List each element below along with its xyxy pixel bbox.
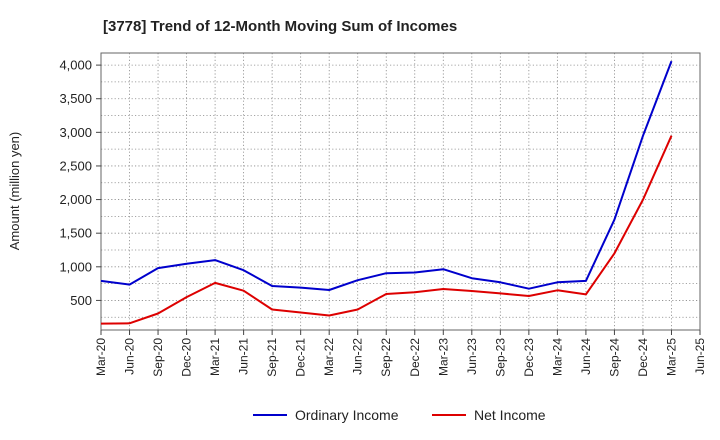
x-tick-label: Dec-23 — [522, 338, 536, 377]
x-tick-label: Jun-20 — [123, 338, 137, 375]
plot-border — [100, 52, 701, 331]
plot-frame — [100, 52, 701, 331]
y-tick-label: 1,500 — [59, 226, 92, 241]
series-line-ordinary-income — [100, 60, 673, 291]
gridlines — [100, 53, 701, 330]
x-tick-label: Dec-22 — [408, 338, 422, 377]
x-tick-label: Jun-21 — [237, 338, 251, 375]
legend: Ordinary Income Net Income — [253, 407, 546, 423]
legend-label: Net Income — [474, 407, 546, 423]
x-tick-label: Mar-24 — [550, 338, 564, 376]
legend-label: Ordinary Income — [295, 407, 399, 423]
y-tick-label: 1,000 — [59, 259, 92, 274]
x-tick-label: Dec-24 — [636, 338, 650, 377]
x-tick-label: Mar-20 — [94, 338, 108, 376]
x-tick-label: Mar-25 — [664, 338, 678, 376]
x-tick-label: Dec-21 — [294, 338, 308, 377]
x-tick-label: Mar-23 — [436, 338, 450, 376]
x-tick-label: Jun-22 — [351, 338, 365, 375]
x-tick-label: Sep-20 — [151, 338, 165, 377]
series-lines — [100, 60, 673, 325]
y-tick-label: 2,500 — [59, 158, 92, 173]
x-tick-label: Mar-21 — [208, 338, 222, 376]
x-tick-label: Sep-22 — [379, 338, 393, 377]
x-tick-label: Sep-24 — [607, 338, 621, 377]
y-axis-label: Amount (million yen) — [7, 132, 22, 251]
y-axis-ticks: 500 1,000 1,500 2,000 2,500 3,000 3,500 4,000 — [59, 58, 101, 308]
chart-title: [3778] Trend of 12-Month Moving Sum of I… — [103, 18, 457, 35]
x-tick-label: Mar-22 — [322, 338, 336, 376]
x-tick-label: Jun-24 — [579, 338, 593, 375]
x-tick-label: Jun-25 — [693, 338, 707, 375]
x-tick-label: Sep-23 — [493, 338, 507, 377]
x-tick-label: Jun-23 — [465, 338, 479, 375]
y-tick-label: 3,000 — [59, 125, 92, 140]
y-tick-label: 500 — [70, 293, 92, 308]
x-axis-ticks: Mar-20 Jun-20 Sep-20 Dec-20 Mar-21 Jun-21 Sep-… — [94, 330, 707, 377]
series-line-net-income — [100, 135, 673, 325]
y-tick-label: 4,000 — [59, 58, 92, 73]
x-tick-label: Dec-20 — [180, 338, 194, 377]
y-tick-label: 2,000 — [59, 192, 92, 207]
x-tick-label: Sep-21 — [265, 338, 279, 377]
y-tick-label: 3,500 — [59, 91, 92, 106]
